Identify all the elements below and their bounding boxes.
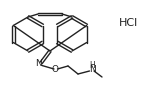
Text: N: N bbox=[36, 59, 42, 69]
Text: N: N bbox=[89, 65, 95, 74]
Text: H: H bbox=[89, 62, 95, 70]
Text: HCl: HCl bbox=[118, 18, 138, 28]
Text: O: O bbox=[51, 66, 59, 74]
